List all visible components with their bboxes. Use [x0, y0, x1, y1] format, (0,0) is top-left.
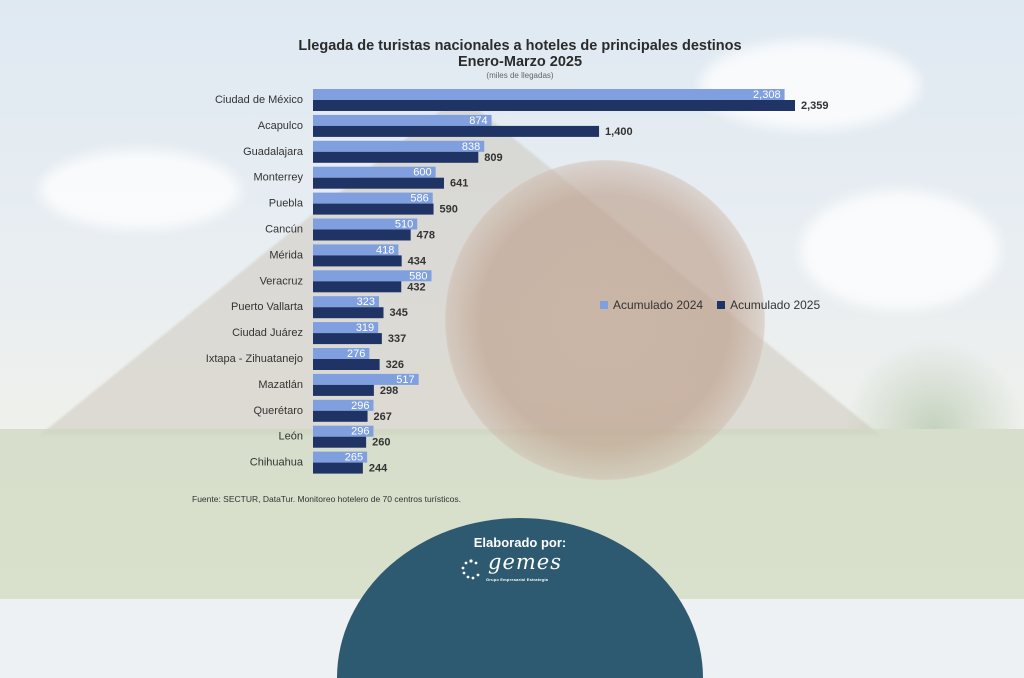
bar-2025-ixtapa-zihuatanejo [313, 359, 380, 370]
bar-2024-mazatlan [313, 373, 419, 385]
category-label-guadalajara: Guadalajara [243, 146, 304, 158]
legend-item-2025: Acumulado 2025 [717, 298, 820, 312]
value-label-2025-puebla: 590 [440, 204, 458, 216]
value-label-2025-queretaro: 267 [374, 411, 392, 423]
legend-swatch-2024 [600, 301, 608, 309]
made-by-label: Elaborado por: [473, 535, 567, 550]
bar-2025-guadalajara [313, 151, 479, 163]
bar-2024-monterrey [313, 166, 436, 178]
category-label-merida: Mérida [269, 249, 304, 261]
bar-2024-guadalajara [313, 140, 485, 152]
legend-item-2024: Acumulado 2024 [600, 298, 703, 312]
logo-ring-icon [461, 559, 480, 580]
bar-2025-cancun [313, 229, 411, 241]
value-label-2024-leon: 296 [351, 426, 369, 438]
bar-2024-cancun [313, 218, 418, 230]
value-label-2024-cancun: 510 [395, 219, 413, 231]
bar-2024-chihuahua [313, 451, 368, 463]
value-label-2025-veracruz: 432 [407, 281, 425, 293]
category-label-cancun: Cancún [265, 224, 303, 236]
legend-label-2025: Acumulado 2025 [730, 298, 821, 312]
value-label-2025-leon: 260 [372, 437, 390, 449]
bar-2024-puerto-vallarta [313, 296, 379, 308]
category-label-ciudad-juarez: Ciudad Juárez [232, 327, 303, 339]
value-label-2025-ciudad-juarez: 337 [388, 333, 406, 345]
value-label-2025-ciudad-de-mexico: 2,359 [801, 100, 829, 112]
value-label-2024-veracruz: 580 [409, 270, 427, 282]
value-label-2024-puebla: 586 [410, 193, 428, 205]
bar-2025-leon [313, 436, 367, 448]
category-label-leon: León [279, 431, 303, 443]
bar-2025-acapulco [313, 125, 600, 137]
value-label-2025-cancun: 478 [417, 230, 435, 242]
chart-subtitle: Enero-Marzo 2025 [457, 54, 583, 70]
bar-2025-puebla [313, 203, 434, 215]
value-label-2025-guadalajara: 809 [484, 152, 502, 164]
value-label-2024-ciudad-juarez: 319 [356, 322, 374, 334]
bar-2025-mazatlan [313, 384, 374, 396]
value-label-2025-acapulco: 1,400 [605, 126, 633, 138]
category-label-mazatlan: Mazatlán [258, 379, 303, 391]
legend-label-2024: Acumulado 2024 [613, 298, 704, 312]
bar-2025-merida [313, 255, 402, 267]
bar-2024-ixtapa-zihuatanejo [313, 348, 370, 359]
bar-2025-puerto-vallarta [313, 307, 384, 319]
value-label-2025-chihuahua: 244 [369, 463, 388, 475]
value-label-2025-mazatlan: 298 [380, 385, 398, 397]
category-label-ixtapa-zihuatanejo: Ixtapa - Zihuatanejo [206, 353, 303, 365]
bar-2024-ciudad-de-mexico [313, 89, 785, 100]
value-label-2024-ixtapa-zihuatanejo: 276 [347, 348, 365, 360]
value-label-2024-monterrey: 600 [413, 167, 431, 179]
bar-2024-queretaro [313, 399, 374, 411]
chart-units: (miles de llegadas) [486, 71, 554, 80]
bar-chart: Ciudad de México 2,308 2,359 Acapulco 874 1,4… [206, 89, 829, 475]
bar-2024-acapulco [313, 114, 492, 126]
source-note: Fuente: SECTUR, DataTur. Monitoreo hotel… [192, 494, 461, 504]
bar-2025-chihuahua [313, 462, 363, 474]
bar-2025-ciudad-juarez [313, 333, 382, 345]
value-label-2024-queretaro: 296 [351, 400, 369, 412]
bar-2024-merida [313, 244, 399, 256]
value-label-2025-puerto-vallarta: 345 [389, 307, 407, 319]
bar-2024-ciudad-juarez [313, 322, 379, 334]
hat [445, 160, 765, 480]
value-label-2024-merida: 418 [376, 244, 394, 256]
bar-2025-ciudad-de-mexico [313, 100, 795, 111]
logo-text: gemes [488, 550, 562, 574]
chart-legend: Acumulado 2024 Acumulado 2025 [600, 298, 820, 312]
bar-2025-monterrey [313, 177, 444, 189]
legend-swatch-2025 [717, 301, 726, 309]
category-label-puerto-vallarta: Puerto Vallarta [231, 301, 304, 313]
value-label-2024-mazatlan: 517 [396, 374, 414, 386]
value-label-2025-ixtapa-zihuatanejo: 326 [386, 359, 404, 371]
bar-2024-puebla [313, 192, 433, 204]
bar-2025-queretaro [313, 410, 368, 422]
category-label-acapulco: Acapulco [258, 120, 303, 132]
chart-title: Llegada de turistas nacionales a hoteles… [298, 38, 742, 54]
category-label-puebla: Puebla [269, 198, 304, 210]
value-label-2024-chihuahua: 265 [345, 452, 363, 464]
logo-subtitle: Grupo Empresarial Estrategia [486, 577, 549, 582]
value-label-2024-ciudad-de-mexico: 2,308 [753, 89, 781, 101]
trees [844, 339, 1024, 429]
category-label-queretaro: Querétaro [253, 405, 303, 417]
category-label-chihuahua: Chihuahua [250, 457, 304, 469]
bar-2024-leon [313, 425, 374, 437]
value-label-2024-acapulco: 874 [469, 115, 487, 127]
bar-2025-veracruz [313, 281, 402, 293]
category-label-veracruz: Veracruz [260, 275, 303, 287]
value-label-2025-monterrey: 641 [450, 178, 468, 190]
category-label-monterrey: Monterrey [253, 172, 303, 184]
bar-2024-veracruz [313, 270, 432, 282]
category-label-ciudad-de-mexico: Ciudad de México [215, 94, 303, 106]
value-label-2024-puerto-vallarta: 323 [357, 296, 375, 308]
value-label-2025-merida: 434 [408, 255, 427, 267]
value-label-2024-guadalajara: 838 [462, 141, 480, 153]
